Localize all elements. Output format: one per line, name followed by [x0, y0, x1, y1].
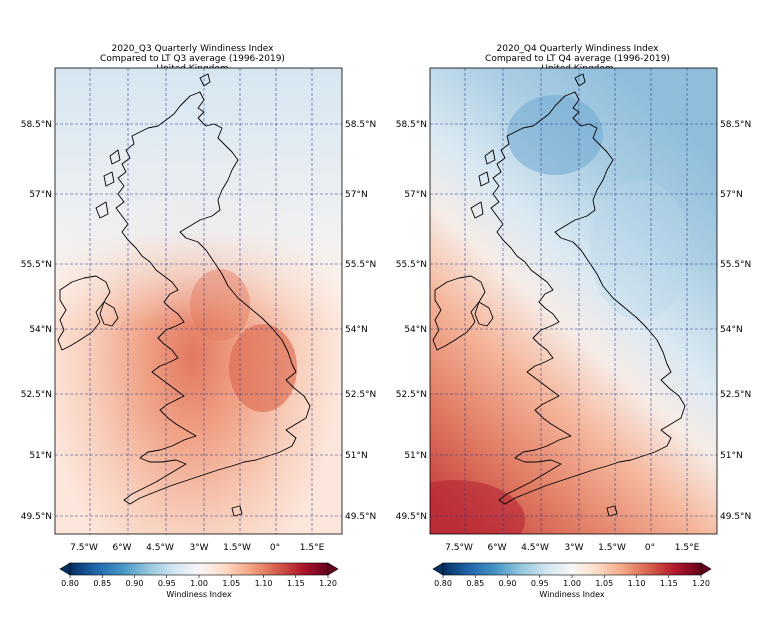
lat-label: 57°N: [720, 190, 743, 200]
colorbar-min-extend: [59, 562, 71, 576]
lat-label: 51°N: [720, 451, 743, 461]
colorbar-gradient: [442, 562, 702, 576]
colorbar-tick-label: 0.80: [434, 579, 452, 588]
colorbar-tick-label: 0.95: [158, 579, 176, 588]
q3-graticule: [55, 68, 342, 534]
colorbar-tick-label: 1.10: [628, 579, 646, 588]
lat-label: 49.5°N: [720, 512, 751, 522]
colorbar-tick-label: 1.05: [595, 579, 613, 588]
lon-label: 1.5°W: [598, 543, 626, 553]
lat-label: 58.5°N: [21, 120, 52, 130]
lat-label: 58.5°N: [396, 120, 427, 130]
lon-label: 4.5°W: [521, 543, 549, 553]
q4-map-frame: [429, 67, 718, 535]
q3-map-subtitle: Compared to LT Q3 average (1996-2019): [100, 54, 285, 64]
colorbar-tick-label: 1.05: [222, 579, 240, 588]
q4-map-title: 2020_Q4 Quarterly Windiness Index: [496, 44, 659, 54]
colorbar-tick-label: 0.80: [61, 579, 79, 588]
colorbar-tick-label: 1.10: [255, 579, 273, 588]
lat-label: 55.5°N: [396, 260, 427, 270]
lat-label: 57°N: [29, 190, 52, 200]
lat-label: 49.5°N: [21, 512, 52, 522]
lat-label: 51°N: [345, 451, 368, 461]
lat-label: 54°N: [345, 325, 368, 335]
colorbar-tick-label: 1.00: [563, 579, 581, 588]
lon-label: 6°W: [487, 543, 506, 553]
q3-map-panel: 2020_Q3 Quarterly Windiness Index Compar…: [21, 44, 377, 599]
colorbar-label: Windiness Index: [539, 590, 604, 599]
colorbar-tick-label: 1.15: [287, 579, 305, 588]
lat-label: 52.5°N: [396, 390, 427, 400]
lat-label: 52.5°N: [720, 390, 751, 400]
q4-graticule: [430, 68, 717, 534]
lon-label: 3°W: [189, 543, 208, 553]
lat-label: 57°N: [404, 190, 427, 200]
q4-map-panel: 2020_Q4 Quarterly Windiness Index Compar…: [385, 0, 770, 636]
lat-label: 55.5°N: [720, 260, 751, 270]
q3-colorbar: 0.80 0.85 0.90 0.95 1.00 1.05 1.10 1.15 1.20 Wind…: [59, 562, 339, 599]
lat-label: 54°N: [720, 325, 743, 335]
colorbar-tick-label: 1.20: [692, 579, 710, 588]
lat-label: 58.5°N: [720, 120, 751, 130]
colorbar-tick-label: 0.85: [466, 579, 484, 588]
q3-coastline: [57, 73, 311, 517]
q4-map-subtitle: Compared to LT Q4 average (1996-2019): [485, 54, 670, 64]
colorbar-tick-label: 1.00: [190, 579, 208, 588]
lon-label: 1.5°W: [223, 543, 251, 553]
q3-map-title: 2020_Q3 Quarterly Windiness Index: [111, 44, 274, 54]
lat-label: 49.5°N: [345, 512, 376, 522]
colorbar-max-extend: [700, 562, 712, 576]
colorbar-label: Windiness Index: [166, 590, 231, 599]
colorbar-tick-label: 1.20: [319, 579, 337, 588]
q4-colorbar: 0.80 0.85 0.90 0.95 1.00 1.05 1.10 1.15 1.20 Wind…: [432, 562, 712, 599]
lat-label: 49.5°N: [396, 512, 427, 522]
lon-label: 7.5°W: [70, 543, 98, 553]
q4-lon-labels: 7.5°W 6°W 4.5°W 3°W 1.5°W 0° 1.5°E: [445, 543, 699, 553]
lat-label: 55.5°N: [345, 260, 376, 270]
lat-label: 54°N: [29, 325, 52, 335]
colorbar-tick-label: 0.95: [531, 579, 549, 588]
lat-label: 55.5°N: [21, 260, 52, 270]
lat-label: 57°N: [345, 190, 368, 200]
colorbar-min-extend: [432, 562, 444, 576]
lon-label: 4.5°W: [146, 543, 174, 553]
colorbar-tick-label: 0.90: [499, 579, 517, 588]
lon-label: 1.5°E: [300, 543, 325, 553]
colorbar-max-extend: [327, 562, 339, 576]
colorbar-tick-label: 1.15: [660, 579, 678, 588]
q4-coastline: [432, 73, 686, 517]
lat-label: 51°N: [404, 451, 427, 461]
lon-label: 1.5°E: [675, 543, 700, 553]
q3-lat-labels-left: 58.5°N 57°N 55.5°N 54°N 52.5°N 51°N 49.5…: [21, 120, 52, 522]
colorbar-gradient: [69, 562, 329, 576]
lat-label: 52.5°N: [21, 390, 52, 400]
lat-label: 51°N: [29, 451, 52, 461]
lat-label: 54°N: [404, 325, 427, 335]
q4-lat-labels-right: 58.5°N 57°N 55.5°N 54°N 52.5°N 51°N 49.5…: [720, 120, 751, 522]
lon-label: 7.5°W: [445, 543, 473, 553]
q4-map-figure: 58.5°N 57°N 55.5°N 54°N 52.5°N 51°N 49.5…: [396, 67, 751, 599]
q3-map-figure: 58.5°N 57°N 55.5°N 54°N 52.5°N 51°N 49.5…: [21, 67, 376, 599]
lat-label: 58.5°N: [345, 120, 376, 130]
lat-label: 52.5°N: [345, 390, 376, 400]
q3-lon-labels: 7.5°W 6°W 4.5°W 3°W 1.5°W 0° 1.5°E: [70, 543, 324, 553]
lon-label: 3°W: [564, 543, 583, 553]
q4-lat-labels-left: 58.5°N 57°N 55.5°N 54°N 52.5°N 51°N 49.5…: [396, 120, 427, 522]
lon-label: 0°: [270, 543, 280, 553]
colorbar-tick-label: 0.90: [126, 579, 144, 588]
q3-lat-labels-right: 58.5°N 57°N 55.5°N 54°N 52.5°N 51°N 49.5…: [345, 120, 376, 522]
lon-label: 0°: [645, 543, 655, 553]
colorbar-tick-label: 0.85: [93, 579, 111, 588]
q3-map-frame: [54, 67, 343, 535]
lon-label: 6°W: [112, 543, 131, 553]
